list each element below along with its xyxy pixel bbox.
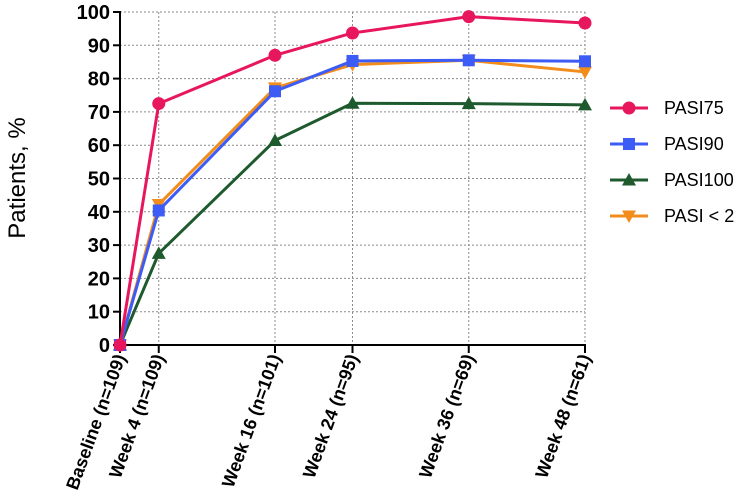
series-layer (113, 10, 592, 352)
series-pasi100 (113, 96, 592, 351)
series-pasi75 (113, 10, 592, 352)
data-point (152, 97, 166, 111)
data-point (152, 204, 165, 217)
y-tick-label: 0 (99, 335, 110, 357)
y-tick-label: 60 (88, 135, 110, 157)
data-point (345, 96, 360, 109)
series-line (118, 15, 586, 346)
y-tick-label: 40 (88, 202, 110, 224)
legend-label: PASI90 (664, 134, 724, 154)
legend-marker (622, 210, 636, 223)
data-point (269, 85, 281, 98)
x-tick-label: Week 48 (n=61) (531, 352, 594, 481)
y-axis-label: Patients, % (4, 117, 31, 238)
data-point (346, 26, 359, 40)
y-tick-label: 30 (88, 235, 110, 257)
legend-item: PASI100 (610, 170, 734, 190)
y-axis: 0 10 20 30 40 50 60 70 80 90 100 (77, 2, 121, 357)
data-point (578, 66, 592, 79)
y-tick-label: 20 (88, 268, 110, 290)
legend-marker (622, 101, 636, 115)
y-tick-label: 10 (88, 302, 110, 324)
y-tick-label: 50 (88, 169, 110, 191)
data-point (268, 48, 282, 62)
y-tick-label: 70 (88, 102, 110, 124)
data-point (462, 10, 476, 24)
x-tick-label: Week 24 (n=95) (299, 352, 362, 481)
data-point (346, 54, 359, 67)
legend-marker (623, 138, 635, 150)
legend-label: PASI75 (664, 98, 724, 118)
legend-item: PASI90 (610, 134, 724, 154)
data-point (268, 133, 282, 147)
data-point (578, 16, 592, 30)
legend-marker (622, 173, 636, 186)
legend-item: PASI < 2 (610, 206, 734, 226)
legend-label: PASI < 2 (664, 206, 734, 226)
data-point (113, 338, 127, 352)
data-point (151, 246, 166, 259)
y-tick-label: 80 (88, 69, 110, 91)
y-tick-label: 90 (88, 35, 110, 57)
data-point (579, 55, 591, 68)
data-point (462, 54, 475, 67)
data-point (461, 96, 476, 110)
data-point (578, 97, 592, 111)
x-tick-label: Week 36 (n=69) (415, 352, 478, 481)
grid (120, 11, 586, 346)
series-line (118, 58, 586, 346)
legend: PASI75 PASI90 PASI100 PASI < 2 (610, 98, 734, 226)
x-tick-label: Week 16 (n=101) (218, 352, 285, 491)
y-tick-label: 100 (77, 2, 110, 24)
legend-label: PASI100 (664, 170, 734, 190)
legend-item: PASI75 (610, 98, 724, 118)
x-axis: Baseline (n=109)Week 4 (n=109) Week 16 (n… (62, 344, 595, 492)
series-line (118, 101, 586, 346)
